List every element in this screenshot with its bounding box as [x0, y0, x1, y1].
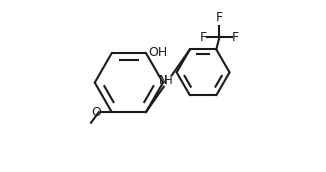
- Text: F: F: [232, 31, 239, 44]
- Text: F: F: [200, 31, 207, 44]
- Text: O: O: [92, 106, 101, 119]
- Text: OH: OH: [148, 46, 167, 59]
- Text: F: F: [216, 11, 223, 24]
- Text: N: N: [159, 74, 168, 87]
- Text: H: H: [164, 74, 172, 87]
